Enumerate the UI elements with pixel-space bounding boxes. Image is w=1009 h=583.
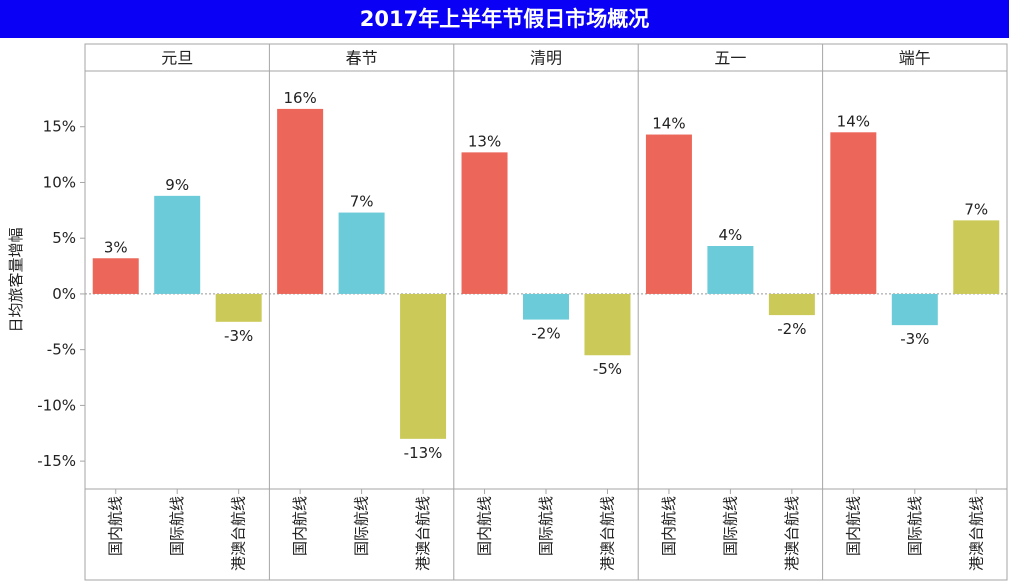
y-tick-label: -15% <box>37 452 76 470</box>
y-axis-label: 日均旅客量增幅 <box>7 227 25 332</box>
labels: 元旦 3% 国内航线 9% 国际航线 -3% 港澳台航线 春节 16% 国内航线 7% 国际航线 -13… <box>104 49 988 572</box>
data-label: 4% <box>719 226 743 244</box>
x-category-label: 国内航线 <box>107 496 125 556</box>
data-label: 14% <box>652 115 685 133</box>
bar <box>891 293 938 326</box>
panel-header: 清明 <box>530 49 562 68</box>
bar <box>338 212 385 294</box>
bar <box>830 132 877 294</box>
panel-header: 五一 <box>714 49 746 68</box>
panel-header: 春节 <box>346 49 378 68</box>
y-tick-label: -5% <box>47 341 76 359</box>
x-category-label: 国内航线 <box>844 496 862 556</box>
x-category-label: 港澳台航线 <box>783 496 801 571</box>
bar <box>92 258 139 294</box>
data-label: -5% <box>593 360 622 378</box>
outer-frame <box>84 43 1008 581</box>
data-label: -3% <box>224 327 253 345</box>
data-label: 14% <box>837 112 870 130</box>
data-label: 3% <box>104 238 128 256</box>
bar <box>277 108 324 294</box>
data-label: 7% <box>350 193 374 211</box>
data-label: 13% <box>468 132 501 150</box>
x-category-label: 港澳台航线 <box>414 496 432 571</box>
bar <box>707 246 754 294</box>
x-category-label: 港澳台航线 <box>230 496 248 571</box>
bar <box>953 220 1000 294</box>
data-label: 7% <box>964 200 988 218</box>
data-label: 16% <box>283 89 316 107</box>
data-label: -2% <box>777 320 806 338</box>
x-category-label: 国际航线 <box>168 496 186 556</box>
x-category-label: 国际航线 <box>353 496 371 556</box>
y-tick-label: 10% <box>43 173 76 191</box>
bar <box>768 293 815 316</box>
panel-header: 元旦 <box>161 49 193 68</box>
bar <box>461 152 508 294</box>
y-axis: 15% 10% 5% 0% -5% -10% -15% 日均旅客量增幅 <box>7 118 85 470</box>
x-category-label: 国内航线 <box>476 496 494 556</box>
y-tick-label: 5% <box>52 229 76 247</box>
data-label: 9% <box>165 176 189 194</box>
bar <box>645 134 692 294</box>
bar <box>400 293 447 439</box>
bar <box>584 293 631 356</box>
x-category-label: 国际航线 <box>906 496 924 556</box>
data-label: -3% <box>900 330 929 348</box>
bar <box>154 195 201 294</box>
x-category-label: 港澳台航线 <box>967 496 985 571</box>
x-category-label: 国内航线 <box>660 496 678 556</box>
y-tick-label: 0% <box>52 285 76 303</box>
x-category-label: 国际航线 <box>537 496 555 556</box>
bars <box>92 108 1000 439</box>
data-label: -2% <box>531 325 560 343</box>
bar <box>523 293 569 320</box>
x-category-label: 港澳台航线 <box>598 496 616 571</box>
data-label: -13% <box>404 444 443 462</box>
bar <box>215 293 262 322</box>
x-category-label: 国际航线 <box>721 496 739 556</box>
panel-header: 端午 <box>899 49 931 68</box>
x-category-label: 国内航线 <box>291 496 309 556</box>
y-tick-label: -10% <box>37 396 76 414</box>
chart-title: 2017年上半年节假日市场概况 <box>0 0 1009 38</box>
y-tick-label: 15% <box>43 118 76 136</box>
